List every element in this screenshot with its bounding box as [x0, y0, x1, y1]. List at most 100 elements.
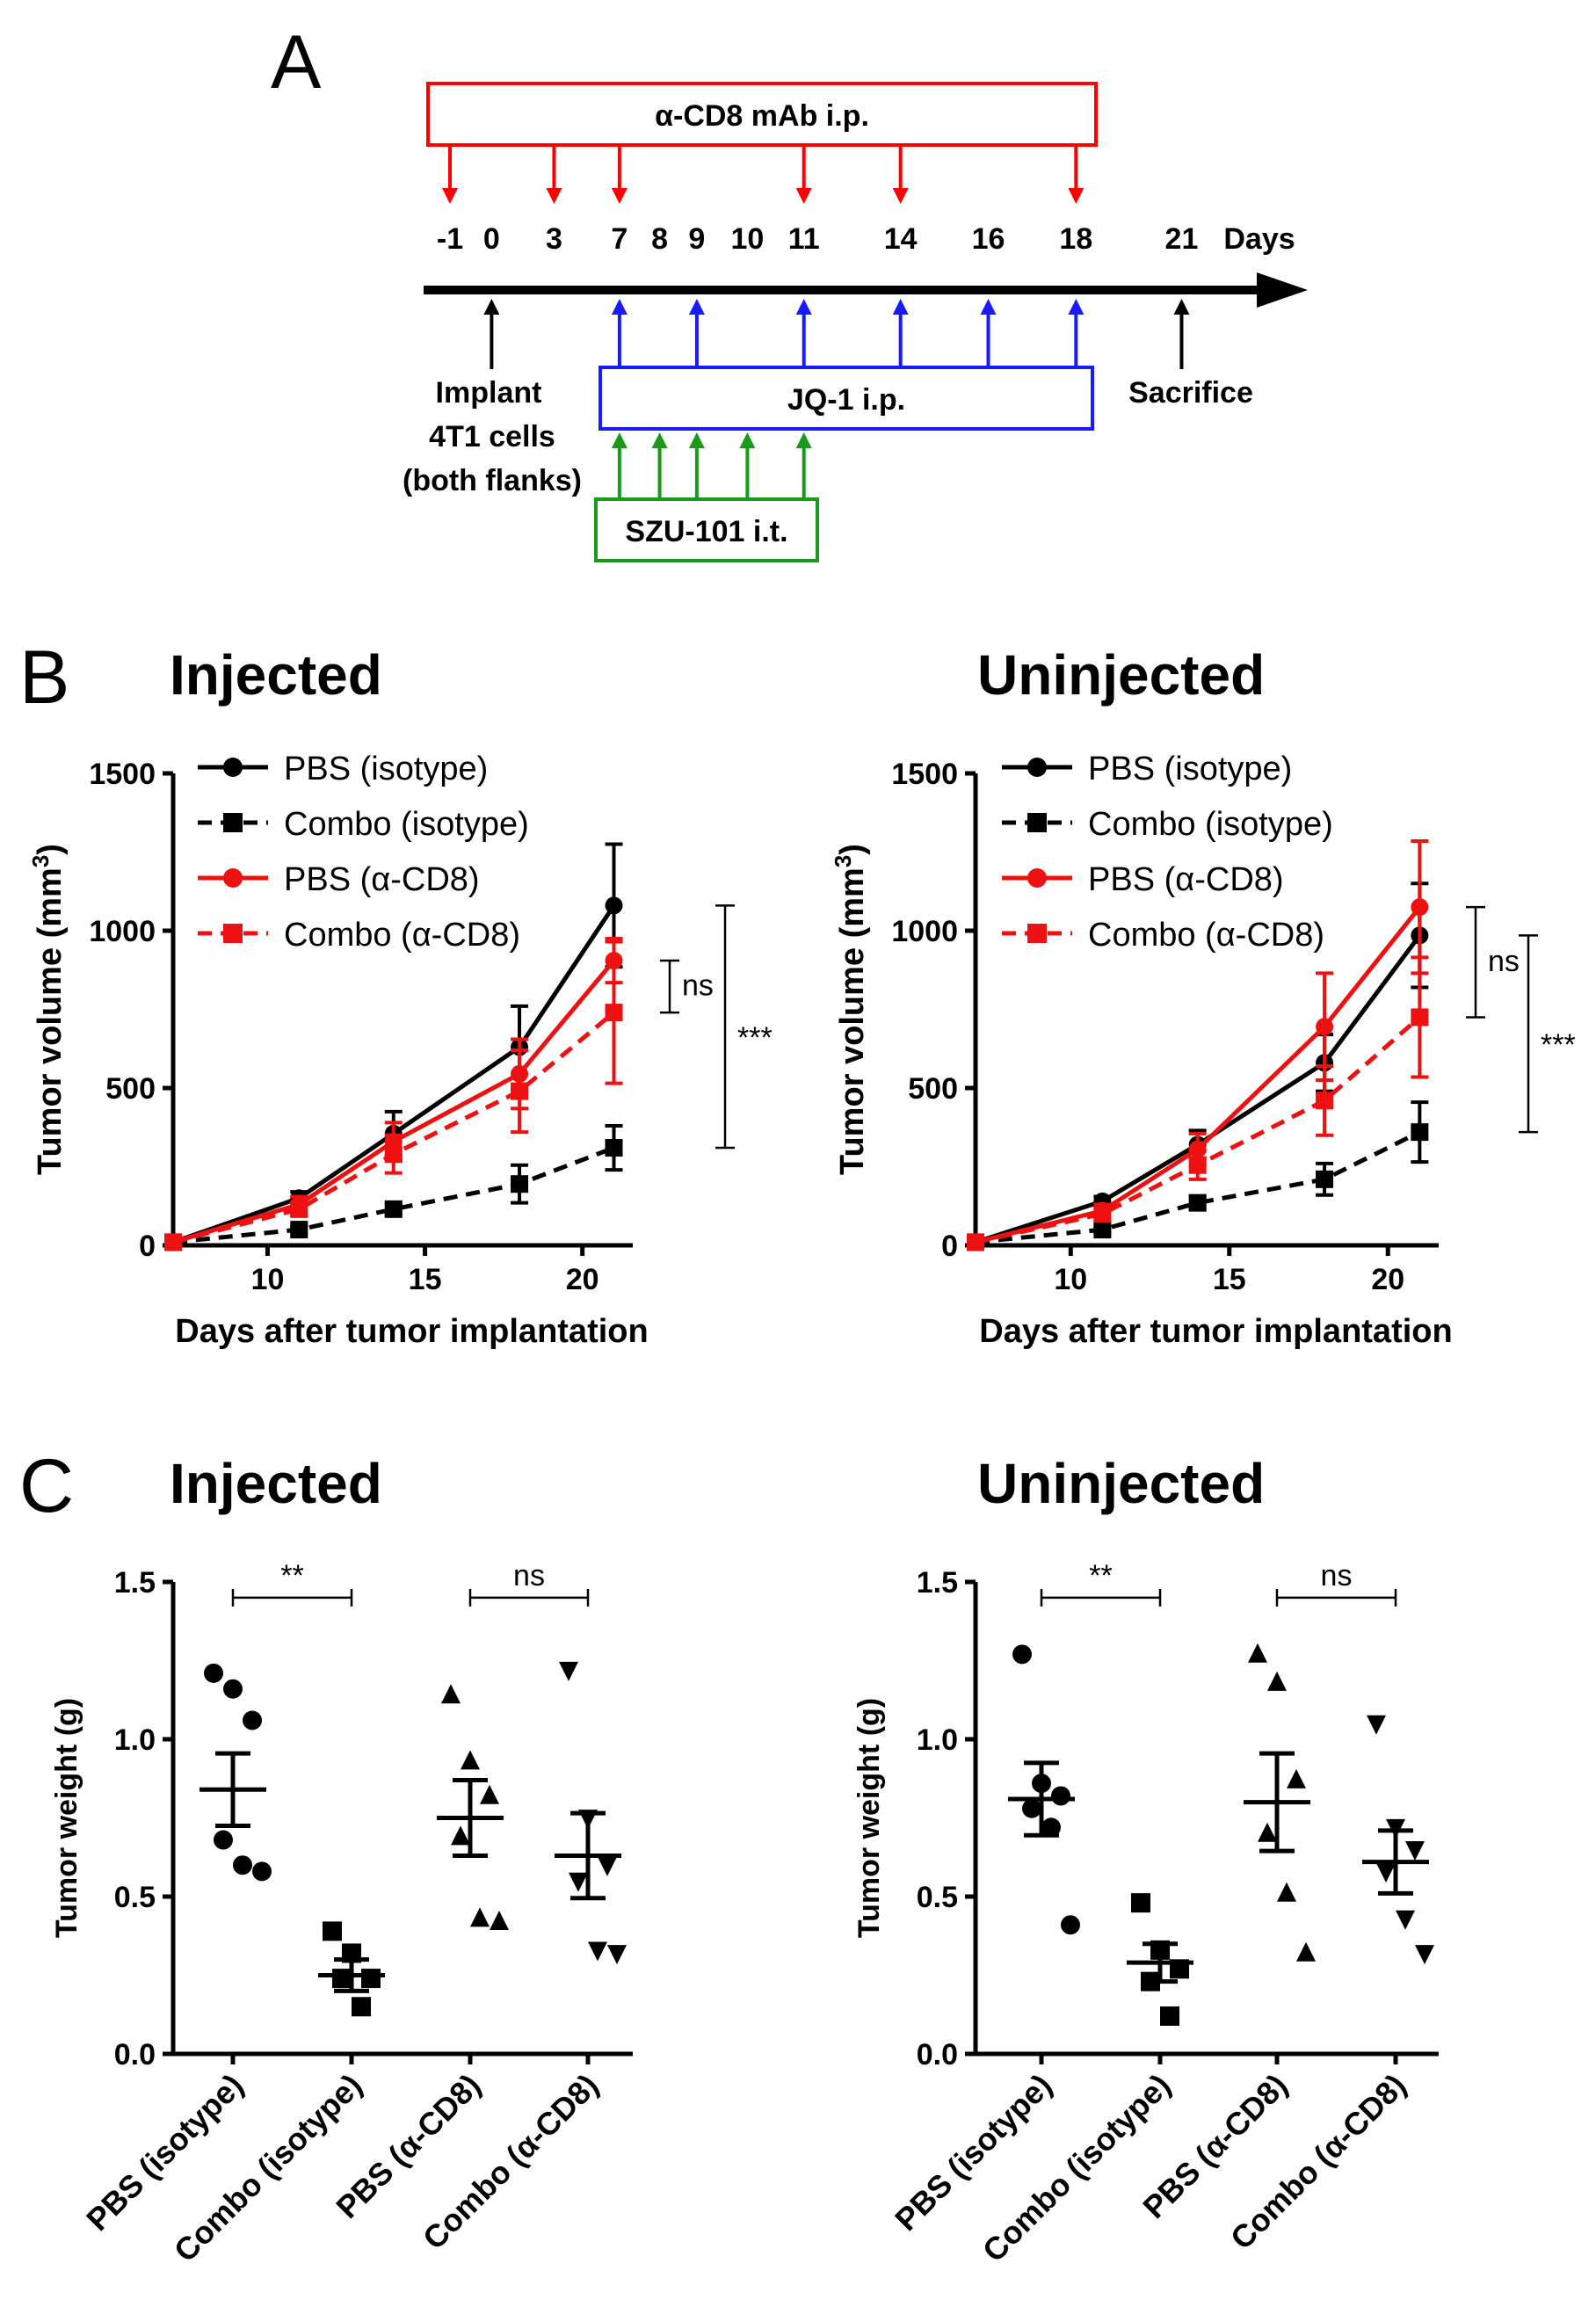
series-line [975, 1129, 1421, 1244]
data-point [290, 1221, 308, 1239]
mab-box [426, 82, 1098, 147]
data-point [252, 1861, 272, 1882]
y-tick-label: 1.0 [917, 1723, 958, 1757]
data-point [1131, 1893, 1150, 1913]
mab-label: α-CD8 mAb i.p. [655, 99, 869, 133]
sig-label: ns [513, 1559, 545, 1592]
y-tick-label: 1500 [891, 758, 958, 791]
jq-label: JQ-1 i.p. [787, 383, 905, 417]
data-point [1267, 1671, 1287, 1691]
timeline-days-label: Days [1223, 222, 1295, 256]
data-point [461, 1750, 480, 1770]
data-point [384, 1145, 403, 1164]
timeline-day-label: 11 [788, 222, 820, 256]
x-axis-label: Days after tumor implantation [979, 1313, 1452, 1350]
legend-label: Combo (isotype) [284, 806, 529, 843]
data-point [1411, 1008, 1429, 1027]
data-point [490, 1910, 509, 1930]
jq-arrow-head [611, 299, 628, 315]
data-point [204, 1663, 223, 1683]
y-tick-label: 0 [139, 1230, 156, 1263]
data-point [607, 1945, 627, 1965]
y-axis-label-close: ) [32, 844, 69, 855]
y-tick-label: 500 [105, 1072, 156, 1106]
timeline-day-label: 18 [1059, 222, 1092, 256]
data-point [605, 1139, 623, 1157]
legend-label: Combo (isotype) [1088, 806, 1333, 843]
y-axis-label: Tumor volume (mm3) [830, 844, 871, 1175]
legend-marker [223, 813, 243, 832]
data-point [1411, 1123, 1429, 1142]
line-chart-injected: Injected 0 500 1000 1500 10 15 20 Days after tum… [27, 643, 773, 1350]
y-axis-label-main: Tumor volume (mm [32, 867, 69, 1175]
y-tick-label: 0.0 [114, 2038, 156, 2071]
data-point [164, 1233, 182, 1251]
legend-marker [1027, 813, 1047, 832]
jq-arrow-head [892, 299, 909, 315]
data-point [1296, 1941, 1316, 1962]
chart-title: Uninjected [977, 643, 1265, 707]
data-point [1093, 1221, 1112, 1239]
data-point [967, 1233, 984, 1251]
timeline-day-label: 10 [730, 222, 764, 256]
timeline-day-label: 0 [483, 222, 500, 256]
data-point [361, 1969, 381, 1989]
y-tick-label: 0 [941, 1230, 958, 1263]
timeline-day-label: 21 [1165, 222, 1199, 256]
legend-marker [223, 924, 243, 943]
y-tick-label: 0.0 [917, 2038, 958, 2071]
data-point [352, 1997, 371, 2017]
y-axis-label-main: Tumor volume (mm [834, 867, 871, 1175]
data-point [1248, 1643, 1267, 1663]
x-tick-label: 15 [409, 1263, 442, 1296]
data-point [1093, 1205, 1112, 1223]
sacrifice-label: Sacrifice [1128, 376, 1253, 410]
mab-arrow-head [546, 188, 562, 204]
y-axis-label: Tumor weight (g) [852, 1698, 886, 1938]
timeline-day-label: 9 [688, 222, 705, 256]
sig-label: *** [1541, 1028, 1576, 1062]
szu-arrow-head [739, 432, 756, 448]
data-point [1287, 1768, 1306, 1788]
sig-label: ** [280, 1559, 303, 1592]
szu-arrow-head [651, 432, 668, 448]
legend-label: PBS (α-CD8) [1088, 861, 1284, 898]
legend-marker [1027, 758, 1047, 777]
data-point [1061, 1915, 1080, 1935]
data-point [451, 1825, 470, 1846]
timeline-day-label: 8 [651, 222, 668, 256]
mab-arrow-head [611, 188, 628, 204]
x-tick-label: 10 [251, 1263, 285, 1296]
szu-box [594, 497, 819, 562]
szu-label: SZU-101 i.t. [625, 515, 787, 548]
x-tick-label: 15 [1213, 1263, 1246, 1296]
implant-arrow-head [483, 299, 500, 315]
mab-arrow-head [892, 188, 909, 204]
legend-label: PBS (isotype) [284, 751, 488, 787]
data-point [1316, 1018, 1334, 1036]
data-point [470, 1907, 490, 1927]
y-tick-label: 1000 [891, 915, 958, 948]
x-tick-label: 20 [1371, 1263, 1404, 1296]
y-tick-label: 0.5 [114, 1881, 156, 1914]
y-tick-label: 1000 [89, 915, 156, 948]
sig-label: *** [737, 1021, 773, 1055]
chart-title: Uninjected [977, 1452, 1265, 1515]
timeline-diagram: -1 0 3 7 8 9 10 11 14 16 18 21 Days α-CD8 mAb i.p. … [403, 82, 1308, 562]
sig-label: ** [1089, 1559, 1112, 1592]
y-tick-label: 1.0 [114, 1723, 156, 1757]
data-point [1316, 1170, 1334, 1188]
timeline-arrows [442, 145, 1190, 499]
legend-label: PBS (α-CD8) [284, 861, 480, 898]
sig-label: ns [682, 969, 714, 1003]
legend-label: PBS (isotype) [1088, 751, 1292, 787]
mab-arrow-head [1068, 188, 1085, 204]
data-point [223, 1679, 243, 1699]
legend-marker [223, 758, 243, 777]
data-point [511, 1082, 529, 1100]
sig-label: ns [1488, 945, 1520, 978]
y-axis-label: Tumor volume (mm3) [27, 844, 69, 1175]
